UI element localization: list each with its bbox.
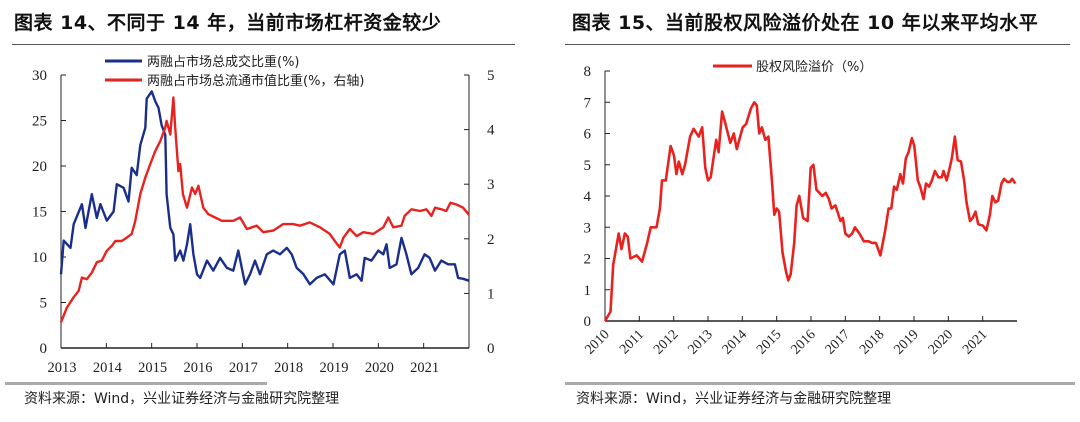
x-tick-label: 2016 — [184, 360, 213, 376]
legend-label-0: 股权风险溢价（%） — [756, 59, 872, 75]
x-tick-label: 2017 — [823, 327, 853, 357]
y-tick-label: 2 — [584, 252, 592, 268]
series-line-0 — [603, 101, 1017, 322]
y2-tick-label: 4 — [487, 123, 495, 139]
x-tick-label: 2017 — [229, 360, 258, 376]
y2-tick-label: 3 — [487, 177, 495, 193]
right-title-divider — [565, 44, 1070, 45]
y-tick-label: 4 — [584, 189, 592, 205]
x-tick-label: 2020 — [365, 360, 394, 376]
y-tick-label: 25 — [32, 114, 47, 130]
legend-label-1: 两融占市场总流通市值比重(%，右轴) — [147, 73, 365, 89]
y-tick-label: 15 — [32, 205, 47, 221]
x-tick-label: 2018 — [857, 327, 887, 357]
x-tick-label: 2013 — [48, 360, 77, 376]
left-chart-title: 图表 14、不同于 14 年，当前市场杠杆资金较少 — [14, 12, 442, 34]
series-line-1 — [59, 96, 470, 323]
x-tick-label: 2012 — [651, 327, 681, 357]
x-tick-label: 2011 — [617, 327, 647, 357]
y-tick-label: 3 — [584, 220, 592, 236]
legend-label-0: 两融占市场总成交比重(%) — [147, 54, 300, 70]
y-tick-label: 5 — [40, 296, 48, 312]
x-tick-label: 2020 — [926, 327, 956, 357]
right-source-note: 资料来源：Wind，兴业证券经济与金融研究院整理 — [576, 391, 892, 407]
right-source-divider — [565, 382, 1075, 385]
y-tick-label: 30 — [32, 68, 47, 84]
x-tick-label: 2016 — [788, 327, 818, 357]
left-title-divider — [12, 44, 515, 45]
y-tick-label: 7 — [584, 95, 592, 111]
x-tick-label: 2015 — [138, 360, 167, 376]
x-tick-label: 2014 — [720, 327, 750, 357]
left-chart: 0 5 10 15 20 25 30 0 1 2 3 4 5 2013 2014 2015 2016 2017 20… — [32, 54, 495, 376]
x-tick-label: 2021 — [960, 327, 990, 357]
x-tick-label: 2019 — [320, 360, 349, 376]
x-tick-label: 2010 — [582, 327, 612, 357]
y-tick-label: 20 — [32, 159, 47, 175]
y2-tick-label: 2 — [487, 232, 495, 248]
x-tick-label: 2015 — [754, 327, 784, 357]
y-tick-label: 0 — [584, 314, 592, 330]
y-tick-label: 8 — [584, 64, 592, 80]
y-tick-label: 1 — [584, 283, 592, 299]
y-tick-label: 10 — [32, 250, 47, 266]
y-tick-label: 5 — [584, 158, 592, 174]
y2-tick-label: 0 — [487, 341, 495, 357]
left-source-divider — [5, 382, 267, 385]
x-tick-label: 2013 — [685, 327, 715, 357]
left-source-note: 资料来源：Wind，兴业证券经济与金融研究院整理 — [24, 391, 340, 407]
x-tick-label: 2021 — [410, 360, 439, 376]
y2-tick-label: 5 — [487, 68, 495, 84]
x-tick-label: 2019 — [891, 327, 921, 357]
series-line-0 — [59, 90, 470, 286]
y-tick-label: 6 — [584, 127, 592, 143]
x-tick-label: 2014 — [93, 360, 123, 376]
right-chart-title: 图表 15、当前股权风险溢价处在 10 年以来平均水平 — [572, 12, 1039, 34]
y-tick-label: 0 — [40, 341, 48, 357]
y2-tick-label: 1 — [487, 286, 495, 302]
x-tick-label: 2018 — [274, 360, 303, 376]
